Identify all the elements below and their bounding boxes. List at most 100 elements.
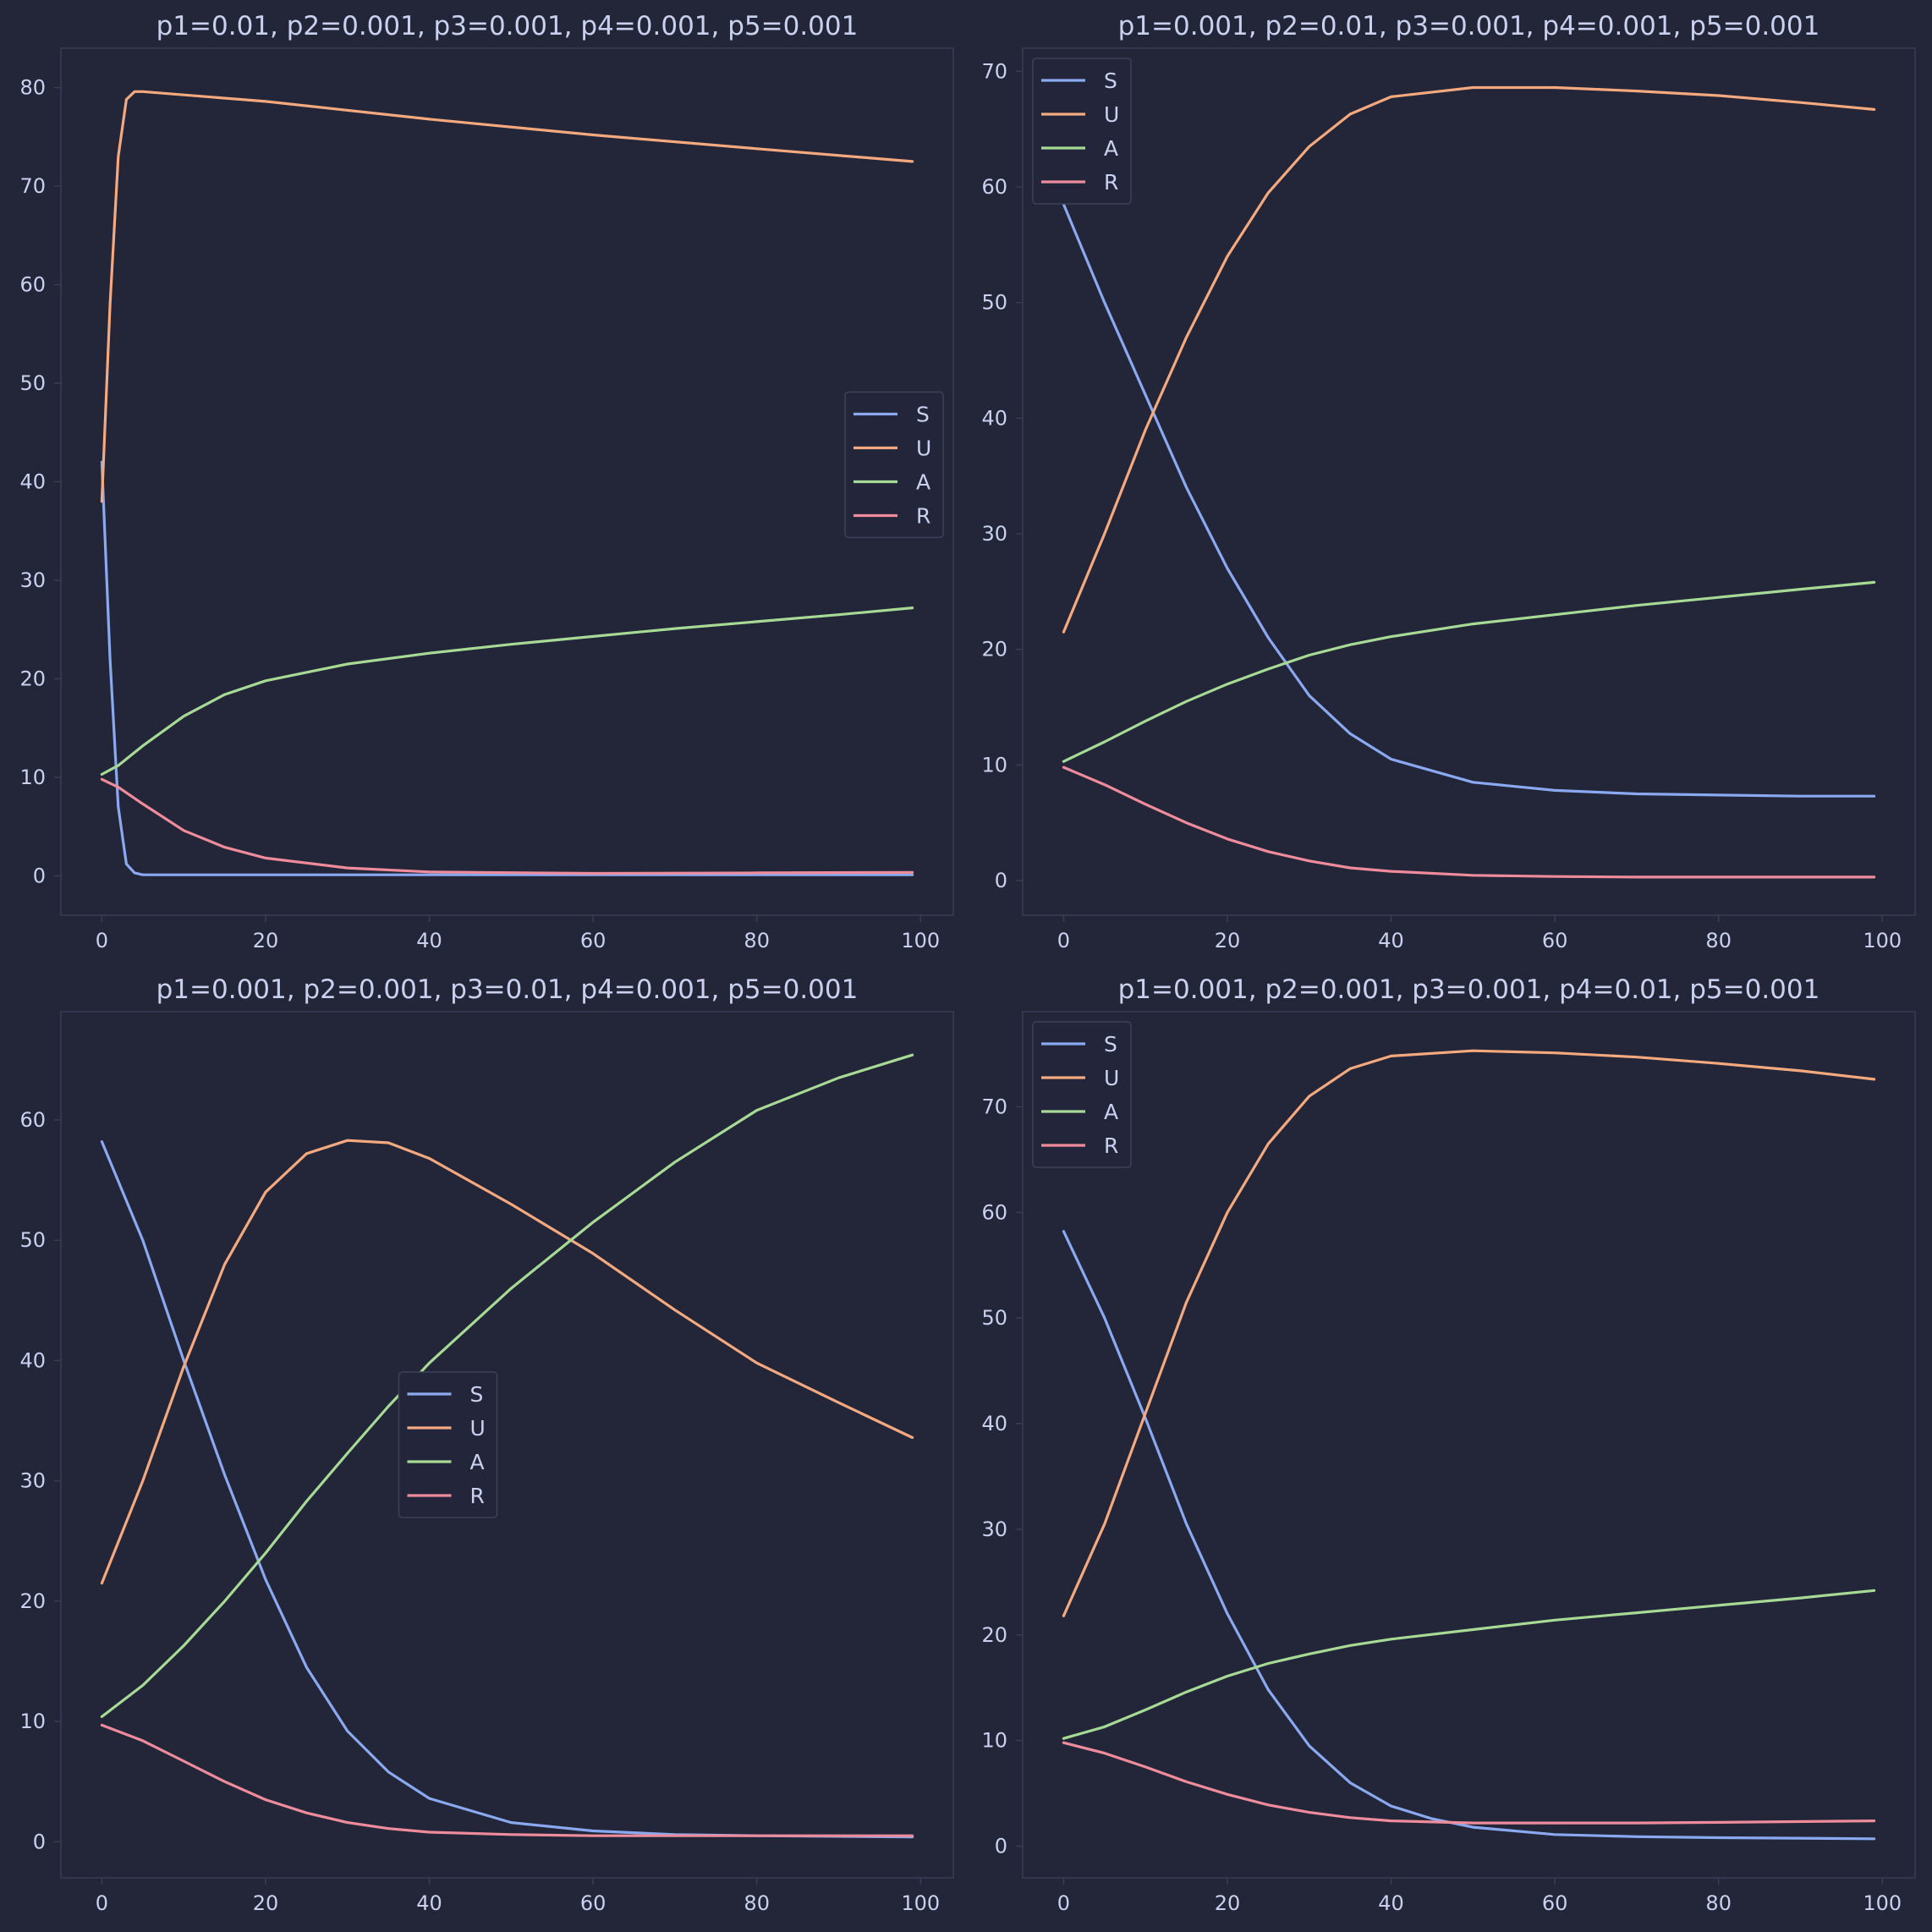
x-tick-label: 60 [1542, 929, 1568, 952]
x-tick-label: 100 [901, 929, 940, 952]
x-tick-label: 20 [1215, 929, 1241, 952]
y-tick-label: 10 [19, 1710, 46, 1733]
legend-box [1032, 1021, 1132, 1168]
y-tick-label: 80 [19, 76, 46, 100]
subplot-4: p1=0.001, p2=0.001, p3=0.001, p4=0.01, p… [981, 974, 1916, 1915]
y-tick-label: 40 [981, 406, 1007, 430]
x-tick-label: 60 [1542, 1891, 1568, 1915]
x-tick-label: 60 [580, 1891, 606, 1915]
legend-label-S: S [916, 403, 930, 427]
x-tick-label: 100 [1863, 929, 1902, 952]
legend-label-S: S [1104, 1032, 1117, 1057]
y-tick-label: 10 [981, 1729, 1007, 1753]
y-tick-label: 30 [981, 1518, 1007, 1541]
x-tick-label: 0 [1057, 1891, 1070, 1915]
y-tick-label: 30 [19, 568, 46, 592]
y-tick-label: 10 [19, 766, 46, 789]
y-tick-label: 30 [981, 522, 1007, 546]
y-tick-label: 60 [19, 273, 46, 297]
y-tick-label: 20 [19, 1589, 46, 1613]
y-tick-label: 10 [981, 753, 1007, 777]
x-tick-label: 0 [1057, 929, 1070, 952]
x-tick-label: 20 [1215, 1891, 1241, 1915]
x-tick-label: 100 [1863, 1891, 1902, 1915]
x-tick-label: 0 [96, 929, 108, 952]
legend-label-R: R [1104, 1133, 1118, 1158]
series-line-S [1062, 1230, 1876, 1841]
y-tick-label: 0 [33, 864, 46, 887]
legend-label-A: A [470, 1450, 485, 1474]
legend-box [1032, 58, 1132, 205]
y-tick-label: 60 [19, 1108, 46, 1132]
legend-box [844, 391, 944, 539]
y-tick-label: 40 [981, 1412, 1007, 1435]
legend-label-R: R [916, 504, 930, 529]
y-tick-label: 20 [981, 1623, 1007, 1647]
x-tick-label: 80 [744, 929, 770, 952]
series-line-R [100, 777, 914, 875]
legend-label-A: A [1104, 1100, 1118, 1124]
plot-frame [60, 1011, 954, 1879]
x-tick-label: 20 [253, 929, 279, 952]
legend-label-A: A [916, 470, 930, 495]
plot-frame [60, 47, 954, 916]
subplot-1: p1=0.01, p2=0.001, p3=0.001, p4=0.001, p… [19, 11, 954, 952]
legend-label-U: U [470, 1416, 486, 1441]
series-line-R [1062, 766, 1876, 879]
y-tick-label: 70 [981, 1095, 1007, 1118]
series-line-A [1062, 580, 1876, 763]
subplot-title: p1=0.01, p2=0.001, p3=0.001, p4=0.001, p… [156, 11, 859, 41]
legend-label-U: U [916, 436, 931, 461]
x-tick-label: 60 [580, 929, 606, 952]
y-tick-label: 0 [33, 1830, 46, 1853]
legend-label-A: A [1104, 136, 1118, 161]
y-tick-label: 40 [19, 470, 46, 494]
legend-label-U: U [1104, 102, 1119, 127]
series-line-A [100, 606, 914, 776]
legend-label-S: S [1104, 69, 1117, 93]
y-tick-label: 50 [19, 1228, 46, 1252]
subplot-3: p1=0.001, p2=0.001, p3=0.01, p4=0.001, p… [19, 974, 954, 1915]
y-tick-label: 0 [995, 1835, 1007, 1858]
plot-frame [1022, 47, 1916, 916]
series-line-U [100, 1139, 914, 1585]
legend-box [398, 1371, 498, 1518]
y-tick-label: 0 [995, 869, 1007, 892]
y-tick-label: 70 [19, 174, 46, 198]
x-tick-label: 80 [1705, 929, 1732, 952]
y-tick-label: 70 [981, 59, 1007, 83]
series-line-A [1062, 1589, 1876, 1740]
subplot-2: p1=0.001, p2=0.01, p3=0.001, p4=0.001, p… [981, 11, 1916, 952]
x-tick-label: 40 [416, 1891, 442, 1915]
series-line-S [100, 1140, 914, 1839]
x-tick-label: 40 [416, 929, 442, 952]
series-line-U [1062, 85, 1876, 634]
x-tick-label: 80 [744, 1891, 770, 1915]
subplot-title: p1=0.001, p2=0.001, p3=0.001, p4=0.01, p… [1118, 974, 1820, 1005]
y-tick-label: 50 [981, 1306, 1007, 1330]
x-tick-label: 80 [1705, 1891, 1732, 1915]
series-line-U [100, 90, 914, 503]
legend-label-S: S [470, 1382, 484, 1407]
y-tick-label: 40 [19, 1348, 46, 1372]
series-line-R [1062, 1741, 1876, 1825]
legend-label-R: R [470, 1484, 485, 1508]
subplot-title: p1=0.001, p2=0.01, p3=0.001, p4=0.001, p… [1118, 11, 1820, 41]
series-line-S [100, 460, 914, 876]
x-tick-label: 0 [96, 1891, 108, 1915]
subplot-title: p1=0.001, p2=0.001, p3=0.01, p4=0.001, p… [156, 974, 859, 1005]
series-line-A [100, 1053, 914, 1718]
y-tick-label: 60 [981, 175, 1007, 199]
legend-label-R: R [1104, 170, 1118, 195]
legend-label-U: U [1104, 1066, 1119, 1090]
x-tick-label: 40 [1378, 929, 1404, 952]
x-tick-label: 20 [253, 1891, 279, 1915]
y-tick-label: 50 [981, 291, 1007, 315]
series-line-R [100, 1723, 914, 1837]
y-tick-label: 20 [19, 667, 46, 690]
plot-frame [1022, 1011, 1916, 1879]
